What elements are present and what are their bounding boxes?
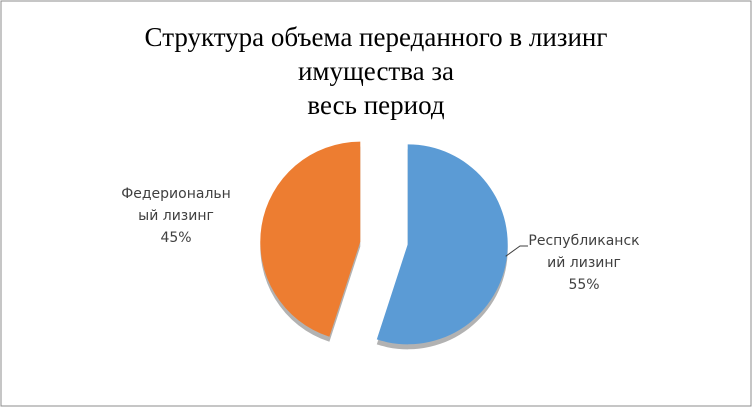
- chart-title: Структура объема переданного в лизинг: [145, 22, 608, 52]
- data-label-name: Федериональный лизинг: [121, 186, 231, 224]
- chart-title: весь период: [307, 90, 444, 120]
- data-label-name: Республиканский лизинг: [528, 233, 640, 271]
- data-label-value: 45%: [160, 230, 192, 246]
- pie-slice: [260, 141, 361, 337]
- chart-title: имущества за: [298, 56, 454, 86]
- pie-slice: [376, 144, 508, 345]
- leader-line: [505, 245, 528, 257]
- data-label-value: 55%: [568, 277, 600, 293]
